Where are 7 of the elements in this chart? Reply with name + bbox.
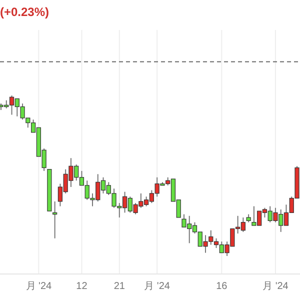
x-tick-label: 月 '24 — [26, 281, 52, 292]
x-tick-label: 月 '24 — [262, 281, 289, 292]
chart-title: (+0.23%) — [0, 5, 50, 19]
x-tick-label: 21 — [114, 281, 126, 292]
x-tick-label: 12 — [76, 281, 88, 292]
x-tick-label: 16 — [216, 281, 228, 292]
x-tick-label: 月 '24 — [144, 281, 170, 292]
